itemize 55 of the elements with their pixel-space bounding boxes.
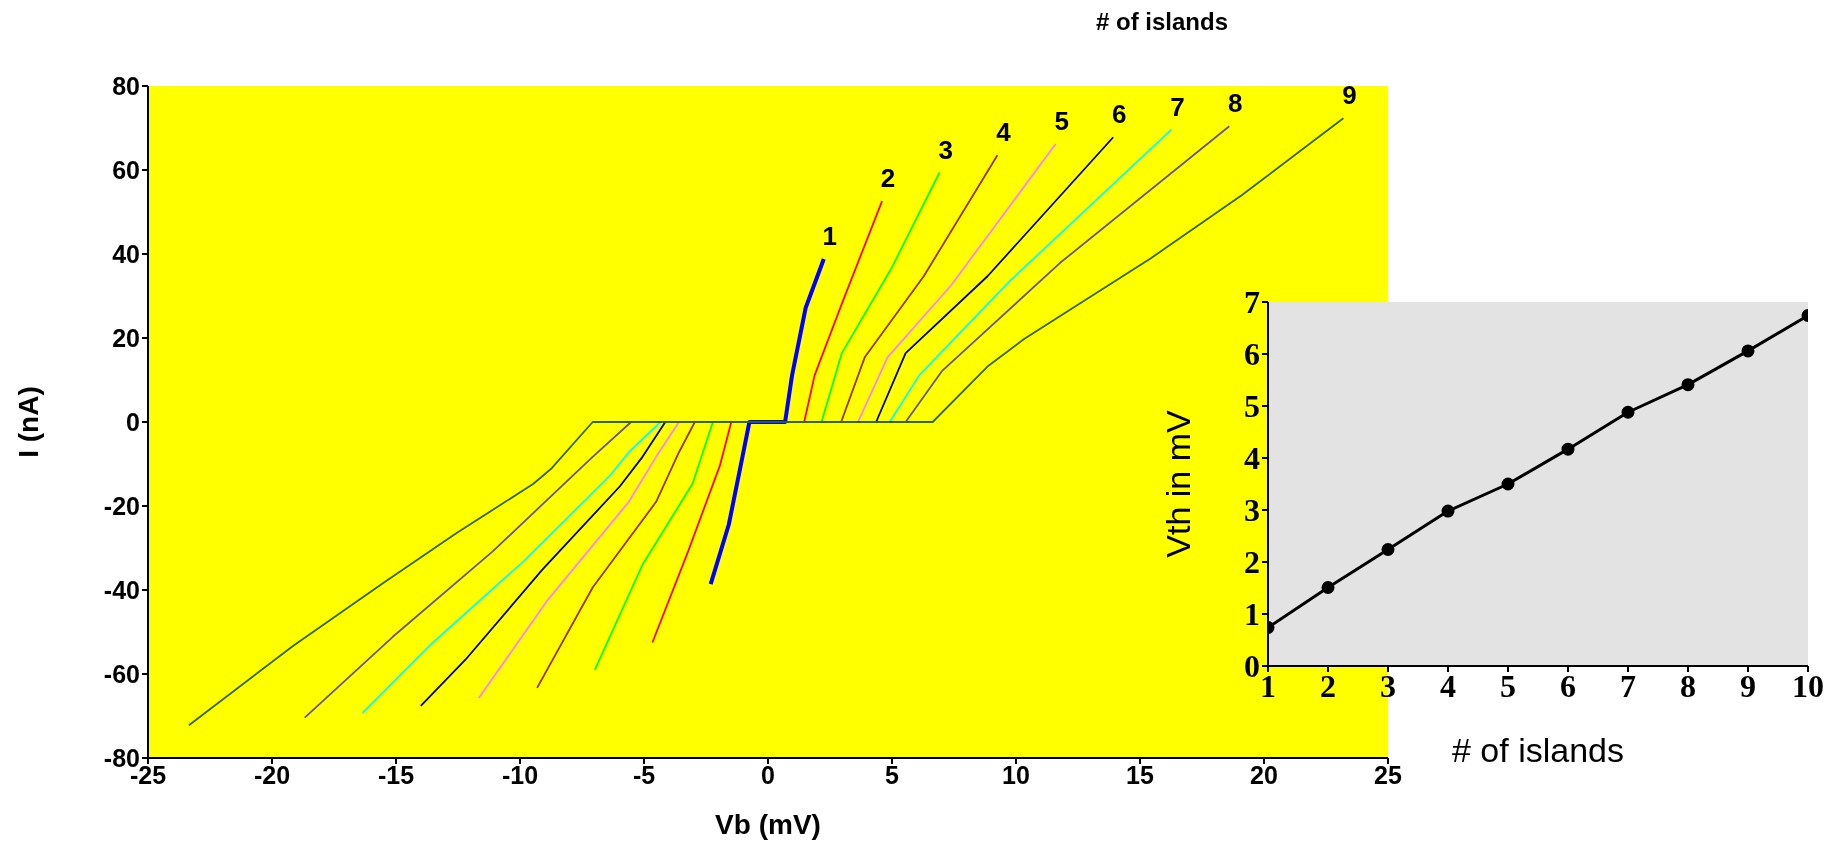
x-tick-label: 15 xyxy=(1126,760,1154,789)
x-tick-label: 2 xyxy=(1320,667,1336,704)
y-tick-label: 1 xyxy=(1244,596,1260,633)
series-label: 5 xyxy=(1054,105,1069,136)
y-axis-title: I (nA) xyxy=(12,386,44,458)
x-tick-label: 5 xyxy=(1500,667,1516,704)
x-tick-label: -5 xyxy=(632,760,656,789)
series-label: 6 xyxy=(1111,99,1127,130)
x-tick-label: 9 xyxy=(1740,667,1756,704)
x-tick-label: 10 xyxy=(1792,667,1824,704)
point xyxy=(1681,378,1695,392)
point xyxy=(1441,504,1455,518)
point xyxy=(1621,405,1635,419)
y-tick-label: 0 xyxy=(126,407,140,436)
y-tick-label: 6 xyxy=(1244,336,1260,373)
x-tick-label: 6 xyxy=(1560,667,1576,704)
y-tick-label: 20 xyxy=(112,323,140,352)
y-axis-title: Vth in mV xyxy=(1159,409,1198,558)
y-tick-label: -40 xyxy=(103,575,140,604)
series-label: 9 xyxy=(1342,80,1357,111)
legend-title: # of islands xyxy=(1095,8,1228,36)
x-tick-label: 4 xyxy=(1440,667,1456,704)
x-tick-label: -10 xyxy=(501,760,539,789)
y-tick-label: 4 xyxy=(1244,440,1260,477)
x-tick-label: 7 xyxy=(1620,667,1636,704)
y-tick-label: -20 xyxy=(103,491,140,520)
x-tick-label: -20 xyxy=(253,760,291,789)
x-axis-title: Vb (mV) xyxy=(715,809,821,840)
series-label: 1 xyxy=(822,221,838,252)
y-tick-label: 7 xyxy=(1244,284,1260,321)
series-label: 2 xyxy=(880,163,896,194)
y-tick-label: -60 xyxy=(103,659,140,688)
x-axis-title: # of islands xyxy=(1452,731,1624,769)
x-tick-label: 25 xyxy=(1374,760,1402,789)
series-label: 8 xyxy=(1228,88,1243,119)
x-tick-label: 0 xyxy=(761,760,775,789)
series-label: 3 xyxy=(938,134,953,165)
x-tick-label: 10 xyxy=(1002,760,1030,789)
point xyxy=(1381,543,1395,557)
y-tick-label: 60 xyxy=(112,155,140,184)
series-label: 7 xyxy=(1170,91,1185,122)
y-tick-label: 2 xyxy=(1244,544,1260,581)
point xyxy=(1561,442,1575,456)
x-tick-label: 3 xyxy=(1380,667,1396,704)
series-label: 4 xyxy=(996,117,1012,148)
y-tick-label: 40 xyxy=(112,239,140,268)
point xyxy=(1501,477,1515,491)
point xyxy=(1741,344,1755,358)
y-tick-label: 5 xyxy=(1244,388,1260,425)
point xyxy=(1321,580,1335,594)
x-tick-label: 5 xyxy=(885,760,900,789)
y-tick-label: 80 xyxy=(112,71,140,100)
x-tick-label: -15 xyxy=(377,760,415,789)
y-tick-label: 3 xyxy=(1244,492,1260,529)
x-tick-label: 8 xyxy=(1680,667,1696,704)
